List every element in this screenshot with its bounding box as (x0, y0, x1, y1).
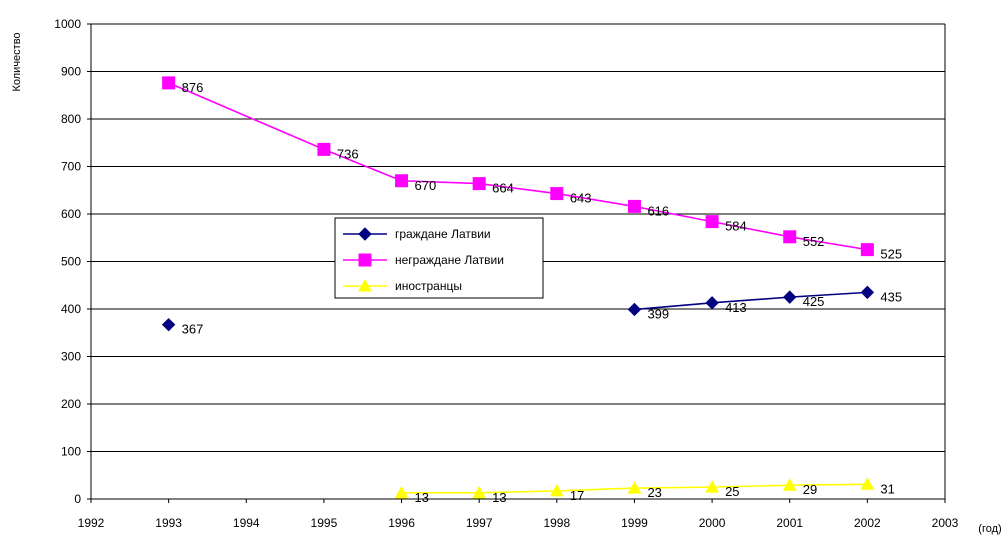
data-label: 367 (182, 322, 204, 337)
data-point (860, 243, 874, 257)
x-tick-label: 1997 (466, 516, 493, 530)
data-label: 25 (725, 484, 739, 499)
data-label: 616 (647, 203, 669, 218)
series-line (634, 291, 868, 311)
legend-label: неграждане Латвии (395, 253, 504, 267)
y-axis-title: Количество (11, 32, 23, 91)
data-point (627, 481, 642, 494)
y-tick-label: 600 (61, 207, 81, 221)
x-tick-label: 1998 (543, 516, 570, 530)
data-point (783, 290, 797, 304)
data-label: 23 (647, 485, 661, 500)
data-label: 876 (182, 80, 204, 95)
legend-marker (358, 278, 372, 292)
x-axis-title: (год) (978, 523, 1001, 535)
legend-item: граждане Латвии (343, 227, 491, 241)
y-tick-label: 900 (61, 65, 81, 79)
x-tick-label: 1993 (155, 516, 182, 530)
y-tick-label: 0 (74, 492, 81, 506)
data-point (705, 480, 719, 493)
data-point (860, 477, 875, 490)
data-point (395, 174, 409, 188)
data-point (162, 76, 176, 90)
data-point (317, 142, 331, 156)
y-tick-label: 200 (61, 397, 81, 411)
x-tick-label: 2001 (776, 516, 803, 530)
data-point (549, 483, 564, 497)
data-labels: 367 399 413 425 435 876 736 670 664 643 616 584 552 5… (182, 80, 902, 505)
y-tick-label: 1000 (54, 17, 81, 31)
data-label: 425 (803, 294, 825, 309)
data-label: 670 (415, 178, 437, 193)
data-label: 525 (880, 247, 902, 262)
y-tick-label: 400 (61, 302, 81, 316)
y-tick-label: 800 (61, 112, 81, 126)
legend-label: иностранцы (395, 279, 462, 293)
y-tick-label: 300 (61, 350, 81, 364)
legend-marker (358, 227, 372, 241)
data-point (472, 177, 486, 191)
x-tick-label: 1996 (388, 516, 415, 530)
x-tick-label: 1994 (233, 516, 260, 530)
data-label: 736 (337, 146, 359, 161)
data-label: 552 (803, 234, 825, 249)
data-label: 413 (725, 300, 747, 315)
x-tick-label: 2000 (699, 516, 726, 530)
legend: граждане Латвии неграждане Латвии иностран… (334, 217, 544, 299)
data-label: 435 (880, 289, 902, 304)
data-point (472, 485, 487, 499)
legend-marker (358, 253, 372, 267)
y-tick-label: 100 (61, 445, 81, 459)
data-point (705, 215, 719, 229)
data-label: 399 (647, 306, 669, 321)
axes: 0 100 200 300 400 500 600 700 800 900 1000 1992 1993… (54, 17, 958, 530)
series (161, 76, 875, 499)
data-point (782, 478, 797, 491)
data-label: 31 (880, 481, 894, 496)
data-point (860, 285, 875, 300)
data-point (627, 302, 642, 317)
data-label: 13 (492, 490, 506, 505)
data-label: 29 (803, 482, 817, 497)
y-tick-label: 500 (61, 255, 81, 269)
x-tick-label: 2003 (932, 516, 959, 530)
x-tick-label: 1992 (78, 516, 105, 530)
series-1 (162, 76, 874, 257)
legend-label: граждане Латвии (395, 227, 491, 241)
y-tick-label: 700 (61, 160, 81, 174)
data-label: 584 (725, 219, 747, 234)
data-point (394, 485, 409, 499)
data-point (783, 230, 797, 244)
x-tick-label: 2002 (854, 516, 881, 530)
series-2 (394, 477, 875, 499)
data-point (550, 187, 564, 201)
data-point (161, 317, 176, 332)
legend-item: неграждане Латвии (343, 253, 504, 267)
data-point (627, 199, 641, 213)
data-point (705, 296, 719, 310)
x-tick-label: 1995 (311, 516, 338, 530)
data-label: 13 (415, 490, 429, 505)
data-label: 17 (570, 488, 584, 503)
legend-item: иностранцы (343, 278, 462, 293)
x-tick-label: 1999 (621, 516, 648, 530)
data-label: 664 (492, 181, 514, 196)
data-label: 643 (570, 191, 592, 206)
series-0 (161, 285, 875, 332)
